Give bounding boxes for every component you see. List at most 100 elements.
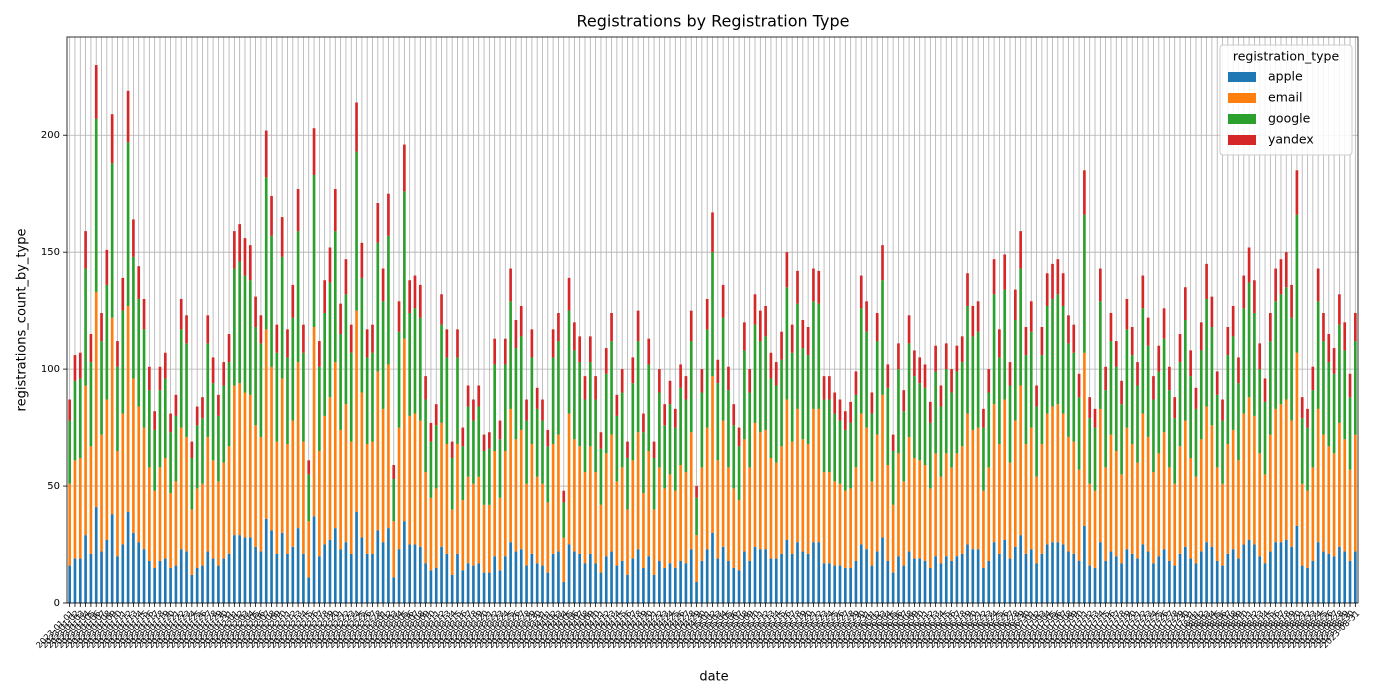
bar-segment	[100, 434, 103, 552]
bar-segment	[105, 539, 109, 603]
bar-segment	[387, 193, 390, 236]
bar-segment	[673, 490, 677, 568]
bar-segment	[1348, 560, 1352, 603]
bar-segment	[1130, 553, 1134, 603]
bar-segment	[190, 509, 194, 575]
bar-segment	[509, 408, 512, 543]
bar-segment	[849, 488, 852, 568]
bar-segment	[711, 212, 714, 253]
bar-segment	[1221, 420, 1224, 484]
bar-segment	[796, 542, 799, 603]
bar-segment	[397, 301, 401, 332]
bar-segment	[700, 369, 704, 393]
bar-segment	[312, 327, 316, 517]
bar-segment	[1295, 352, 1299, 526]
bar-segment	[1247, 397, 1251, 540]
bar-segment	[647, 338, 651, 365]
bar-segment	[796, 408, 799, 543]
bar-segment	[392, 577, 396, 603]
bar-segment	[110, 317, 114, 515]
bar-segment	[1284, 252, 1288, 288]
bar-segment	[907, 315, 911, 344]
bar-segment	[976, 427, 980, 550]
bar-segment	[897, 556, 900, 603]
bar-segment	[472, 399, 475, 421]
bar-segment	[865, 427, 868, 550]
bar-segment	[1237, 357, 1240, 384]
bar-segment	[1194, 387, 1198, 409]
bar-segment	[211, 383, 215, 461]
bar-segment	[631, 460, 635, 559]
bar-segment	[429, 422, 433, 442]
bar-segment	[679, 364, 682, 388]
bar-segment	[403, 144, 406, 192]
bar-segment	[1056, 404, 1060, 543]
bar-segment	[222, 558, 226, 603]
bar-segment	[604, 348, 608, 374]
legend-label: email	[1268, 90, 1302, 105]
bar-segment	[73, 380, 77, 461]
bar-segment	[1035, 406, 1038, 477]
bar-segment	[1152, 399, 1155, 473]
bar-segment	[668, 474, 672, 564]
bar-segment	[817, 542, 821, 603]
bar-segment	[1237, 460, 1240, 559]
bar-segment	[1247, 282, 1251, 398]
bar-segment	[1109, 312, 1113, 342]
bar-segment	[264, 130, 268, 178]
bar-segment	[73, 460, 77, 559]
bar-segment	[1168, 390, 1171, 468]
bar-segment	[546, 502, 550, 573]
bar-segment	[944, 556, 948, 603]
bar-segment	[1088, 397, 1092, 419]
bar-segment	[849, 401, 852, 423]
bar-segment	[1013, 546, 1017, 603]
bar-segment	[1104, 390, 1107, 468]
bar-segment	[1258, 556, 1262, 603]
bar-segment	[578, 362, 582, 447]
bar-segment	[153, 411, 156, 430]
bar-segment	[142, 329, 146, 428]
bar-segment	[578, 336, 582, 363]
bar-segment	[875, 434, 879, 552]
bar-segment	[1199, 350, 1203, 440]
bar-segment	[812, 542, 815, 603]
bar-segment	[355, 102, 358, 152]
bar-segment	[121, 310, 125, 414]
bar-segment	[174, 415, 178, 482]
bar-segment	[1348, 397, 1352, 470]
bar-segment	[891, 504, 895, 573]
bar-segment	[1024, 443, 1028, 554]
bar-segment	[647, 364, 651, 451]
bar-segment	[488, 432, 491, 449]
bar-segment	[620, 392, 624, 468]
bar-segment	[211, 460, 215, 559]
bar-segment	[1003, 254, 1007, 290]
bar-segment	[1269, 312, 1272, 342]
bar-segment	[195, 425, 199, 489]
bar-segment	[796, 270, 799, 304]
bar-segment	[1130, 327, 1134, 356]
bar-segment	[217, 481, 220, 566]
bar-segment	[780, 446, 783, 554]
bar-segment	[748, 369, 752, 393]
bar-segment	[620, 467, 624, 561]
bar-segment	[1019, 385, 1022, 536]
bar-segment	[647, 450, 651, 557]
bar-segment	[955, 556, 959, 603]
bar-segment	[642, 432, 645, 494]
bar-segment	[817, 408, 821, 543]
bar-segment	[546, 572, 550, 603]
bar-segment	[785, 399, 789, 540]
bar-segment	[918, 460, 922, 559]
bar-segment	[716, 558, 720, 603]
bar-segment	[594, 563, 597, 603]
bar-segment	[94, 118, 98, 292]
bar-segment	[573, 322, 576, 351]
bar-segment	[148, 366, 151, 391]
bar-segment	[1120, 380, 1123, 405]
bar-segment	[243, 275, 247, 393]
bar-segment	[137, 266, 141, 299]
bar-segment	[227, 446, 231, 554]
bar-segment	[721, 284, 725, 318]
